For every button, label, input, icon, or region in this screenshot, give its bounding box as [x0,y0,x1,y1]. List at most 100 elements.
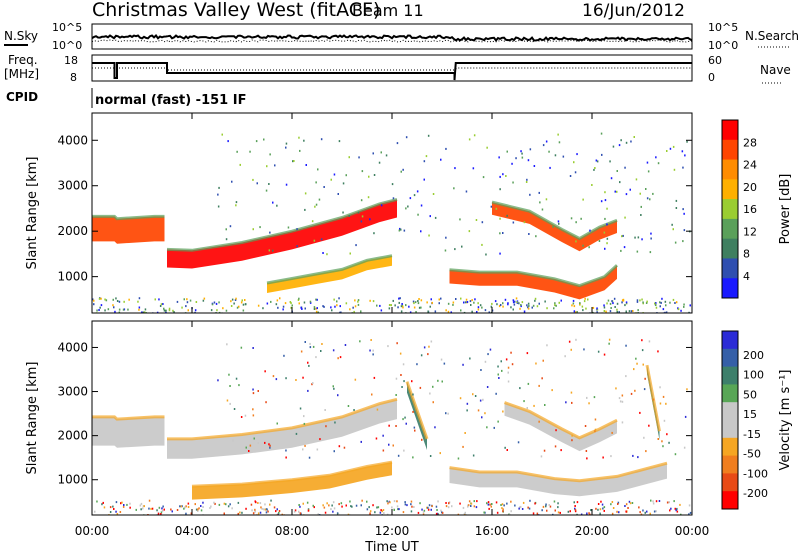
speckle [308,364,310,367]
speckle [549,505,552,508]
speckle [239,511,241,514]
speckle [200,509,203,512]
y-tick-label: 4000 [57,340,88,354]
speckle [606,207,608,210]
band-2 [267,255,392,293]
speckle [393,509,395,511]
speckle [515,297,518,300]
speckle [597,350,600,353]
speckle [542,505,545,508]
speckle [594,428,597,431]
speckle [163,309,166,312]
speckle [594,430,596,433]
speckle [630,310,633,313]
speckle [683,229,686,232]
speckle [172,309,174,312]
speckle [129,506,131,509]
speckle [270,499,272,502]
speckle [654,302,656,305]
speckle [489,348,492,351]
speckle [420,230,422,233]
speckle [583,300,586,303]
speckle [590,509,592,511]
speckle [176,300,179,303]
speckle [569,510,571,513]
speckle [298,504,300,506]
speckle [646,300,648,303]
speckle [452,301,455,304]
speckle [498,305,501,308]
speckle [429,305,431,308]
power-y-ticks: 1000 2000 3000 4000 [57,133,692,284]
speckle [430,298,432,301]
speckle [482,398,484,401]
speckle [291,304,293,307]
speckle [440,158,442,161]
speckle [440,297,442,300]
speckle [513,303,516,306]
speckle [474,395,477,397]
speckle [484,412,486,415]
speckle [112,304,114,307]
band-edge-1 [166,197,398,252]
speckle [481,306,483,309]
speckle [498,156,500,159]
speckle [646,161,649,164]
speckle [659,301,661,304]
speckle [554,304,556,307]
speckle [109,506,112,509]
speckle [138,308,140,311]
speckle [421,438,423,441]
speckle [688,513,690,515]
speckle [320,350,322,352]
nave-label: Nave [760,63,791,77]
speckle [571,439,573,442]
speckle [236,150,238,153]
speckle [431,505,433,508]
speckle [359,340,361,343]
speckle [395,425,397,427]
speckle [372,353,374,356]
speckle [481,416,483,419]
chart-title: Christmas Valley West (fitACF) [92,0,380,21]
speckle [552,513,554,515]
speckle [349,252,351,255]
speckle [396,142,399,145]
speckle [501,369,503,372]
speckle [576,501,579,504]
speckle [401,305,404,307]
speckle [242,303,245,306]
speckle [507,380,510,383]
speckle [397,508,399,511]
speckle [388,424,390,427]
speckle [372,152,374,155]
speckle [100,297,102,300]
speckle [103,506,106,509]
speckle [397,454,400,457]
speckle [604,247,606,250]
colorbar-segment [722,384,738,403]
speckle [421,508,423,511]
speckle [570,217,573,220]
speckle [553,500,556,503]
speckle [225,228,227,231]
speckle [396,342,398,345]
speckle [477,409,480,412]
speckle [432,385,434,388]
speckle [683,305,685,308]
speckle [554,302,556,305]
speckle [641,339,643,342]
speckle [412,300,415,303]
x-axis-ticks: 00:00 04:00 08:00 12:00 16:00 20:00 00:00 [75,113,709,538]
speckle [292,160,294,163]
speckle [418,306,421,309]
speckle [272,201,274,204]
speckle [432,193,435,195]
speckle [477,306,480,309]
noise-search-trace [91,39,693,43]
colorbar-segment [722,402,738,421]
speckle [282,308,284,311]
speckle [315,181,317,184]
speckle [342,211,344,214]
speckle [584,297,586,300]
